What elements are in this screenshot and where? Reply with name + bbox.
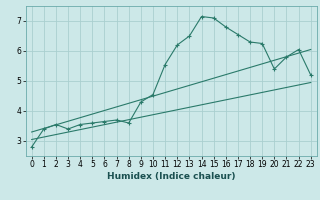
X-axis label: Humidex (Indice chaleur): Humidex (Indice chaleur) <box>107 172 236 181</box>
